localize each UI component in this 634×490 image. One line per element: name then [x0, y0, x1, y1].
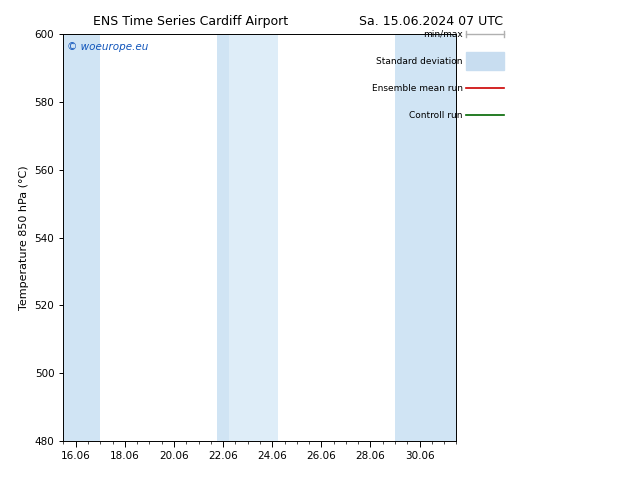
Text: Sa. 15.06.2024 07 UTC: Sa. 15.06.2024 07 UTC: [359, 15, 503, 28]
Bar: [217, 34, 230, 441]
Bar: [230, 34, 278, 441]
Text: Ensemble mean run: Ensemble mean run: [372, 84, 463, 93]
Text: Controll run: Controll run: [410, 111, 463, 120]
Bar: [63, 34, 100, 441]
Y-axis label: Temperature 850 hPa (°C): Temperature 850 hPa (°C): [19, 165, 29, 310]
Text: ENS Time Series Cardiff Airport: ENS Time Series Cardiff Airport: [93, 15, 288, 28]
Text: © woeurope.eu: © woeurope.eu: [67, 43, 149, 52]
Bar: [395, 34, 456, 441]
Text: Standard deviation: Standard deviation: [377, 57, 463, 66]
Text: min/max: min/max: [423, 30, 463, 39]
